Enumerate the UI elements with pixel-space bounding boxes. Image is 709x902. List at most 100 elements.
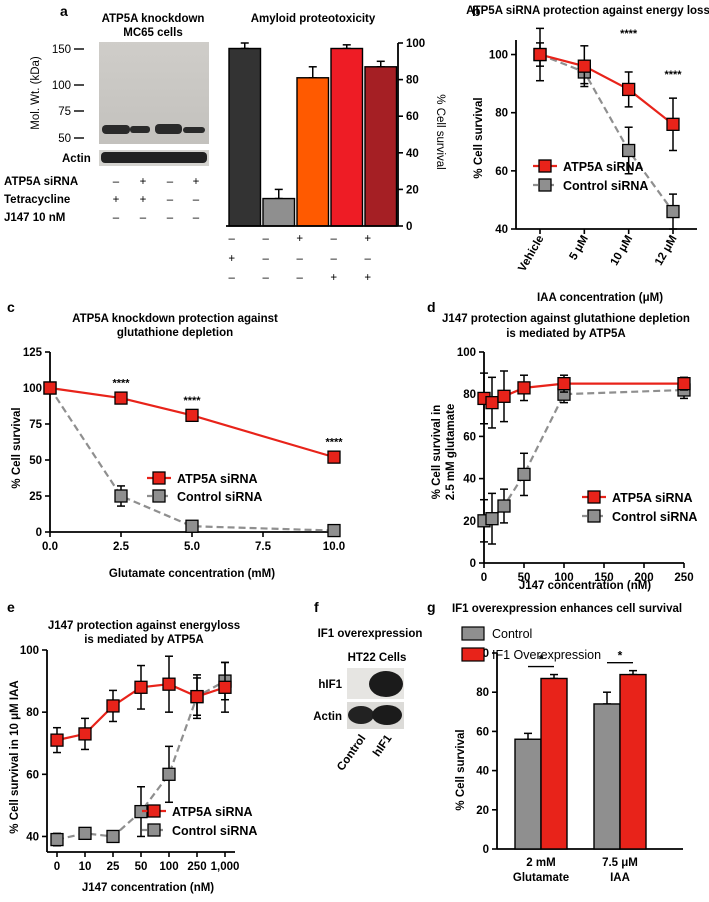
condition-sign: –: [167, 194, 174, 206]
legend-label: Control: [492, 627, 532, 641]
condition-sign: –: [167, 176, 174, 188]
y-tick-label: 100: [406, 38, 425, 50]
condition-sign: –: [331, 233, 338, 245]
data-point-atp5a: [43, 381, 57, 395]
significance-marker: ****: [664, 69, 682, 81]
chart-d-ylabel-line1: % Cell survival in: [431, 405, 443, 500]
condition-sign: –: [365, 253, 372, 265]
blot-f-cells-label: HT22 Cells: [348, 652, 407, 664]
legend-label: ATP5A siRNA: [563, 160, 644, 174]
x-tick-label: 250: [674, 572, 693, 584]
significance-marker: *: [539, 653, 544, 667]
data-point-control: [517, 467, 531, 482]
bar-error: [308, 66, 317, 79]
y-tick-label: 125: [23, 347, 43, 359]
data-point-atp5a: [677, 376, 691, 391]
panel-e-letter: e: [7, 599, 15, 615]
significance-marker: ****: [183, 395, 201, 407]
chart-d-title-line1: J147 protection against glutathione depl…: [442, 313, 690, 325]
panel-a-letter: a: [60, 3, 68, 19]
actin-label: Actin: [62, 153, 91, 165]
panel-b-letter: b: [472, 3, 481, 19]
mw-axis-label: Mol. Wt. (kDa): [30, 56, 42, 130]
x-tick-label: 12 μM: [653, 234, 680, 268]
y-tick-label: 0: [406, 221, 412, 233]
condition-sign: –: [193, 212, 200, 224]
condition-sign: –: [331, 253, 338, 265]
chart-g-title: IF1 overexpression enhances cell surviva…: [452, 603, 682, 615]
blot-f-row-label-hif1: hIF1: [318, 679, 342, 691]
data-point-atp5a: [185, 408, 199, 423]
bar-error: [240, 42, 249, 50]
legend-swatch: [461, 626, 485, 641]
y-tick-label: 80: [476, 687, 489, 699]
legend-label: Control siRNA: [172, 824, 257, 838]
y-tick-label: 40: [406, 148, 419, 160]
bar: [262, 197, 296, 227]
x-tick-label: 0: [481, 572, 487, 584]
y-tick-label: 20: [406, 184, 419, 196]
condition-sign: –: [140, 212, 147, 224]
data-point-atp5a: [134, 680, 148, 694]
x-tick-label: 50: [135, 861, 148, 873]
chart-b-title: ATP5A siRNA protection against energy lo…: [466, 5, 709, 17]
x-tick-label: 5 μM: [567, 234, 591, 263]
blot-a-bands: [102, 124, 205, 134]
y-tick-label: 20: [476, 805, 489, 817]
chart-c-ylabel: % Cell survival: [11, 407, 23, 488]
chart-a-ylabel: % Cell survival: [434, 94, 446, 169]
blot-f-actin-band-control: [348, 706, 374, 724]
bar: [228, 47, 262, 227]
condition-sign: +: [330, 272, 337, 284]
bar-error: [603, 691, 611, 705]
condition-sign: +: [364, 233, 371, 245]
x-tick-label: 100: [159, 861, 178, 873]
data-point-atp5a: [485, 395, 499, 410]
chart-d-title-line2: is mediated by ATP5A: [506, 328, 626, 340]
data-point-atp5a: [497, 389, 511, 403]
y-tick-label: 25: [29, 491, 42, 503]
y-tick-label: 40: [476, 766, 489, 778]
y-tick-label: 100: [23, 383, 42, 395]
data-point-atp5a: [114, 391, 128, 405]
chart-b-ylabel: % Cell survival: [473, 97, 485, 178]
data-point-atp5a: [622, 82, 636, 97]
chart-g-ylabel: % Cell survival: [455, 729, 467, 810]
chart-e-title-line2: is mediated by ATP5A: [84, 634, 204, 646]
legend-marker: [538, 178, 552, 192]
significance-marker: ****: [112, 378, 130, 390]
x-category-line2: Glutamate: [513, 872, 569, 884]
bar-control: [593, 703, 621, 850]
series-line-atp5a: [483, 382, 684, 404]
data-point-atp5a: [50, 733, 64, 747]
mw-tick-label: 150: [52, 44, 71, 56]
condition-sign: –: [263, 253, 270, 265]
x-tick-label: 50: [518, 572, 531, 584]
condition-sign: +: [193, 176, 200, 188]
chart-a-title: Amyloid proteotoxicity: [251, 13, 376, 25]
legend-marker: [152, 489, 166, 503]
blot-a-title-line2: MC65 cells: [123, 27, 182, 39]
blot-a-title-line1: ATP5A knockdown: [102, 13, 205, 25]
legend-label: IF1 Overexpression: [492, 648, 601, 662]
data-point-control: [327, 523, 341, 538]
legend-label: ATP5A siRNA: [612, 491, 693, 505]
data-point-control: [114, 489, 128, 503]
blot-f-title: IF1 overexpression: [318, 628, 423, 640]
condition-row-label: Tetracycline: [4, 194, 70, 206]
panel-g-bar-chart: g IF1 overexpression enhances cell survi…: [427, 599, 683, 884]
condition-sign: +: [364, 272, 371, 284]
panel-c-letter: c: [7, 299, 15, 315]
mw-tick-label: 100: [52, 80, 71, 92]
y-tick-label: 60: [463, 431, 476, 443]
x-tick-label: 100: [554, 572, 573, 584]
blot-f-row-label-actin: Actin: [313, 711, 342, 723]
actin-band: [101, 152, 207, 163]
condition-sign: –: [229, 233, 236, 245]
x-tick-label: 10: [79, 861, 92, 873]
chart-e-ylabel: % Cell survival in 10 μM IAA: [9, 680, 21, 833]
y-tick-label: 0: [483, 844, 489, 856]
legend-marker: [538, 159, 552, 173]
x-tick-label: 150: [594, 572, 613, 584]
legend-label: Control siRNA: [177, 490, 262, 504]
